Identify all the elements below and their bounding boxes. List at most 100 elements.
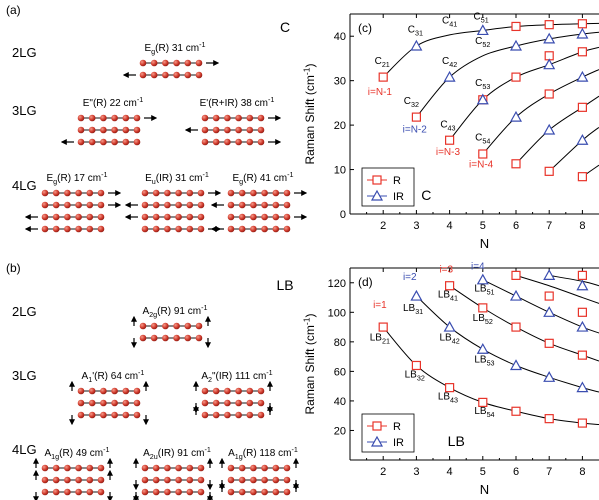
data-point-raman	[544, 20, 554, 30]
fit-curve-2	[416, 31, 599, 118]
atom	[201, 114, 209, 122]
data-point-ir	[576, 320, 589, 332]
index-annotation: i=N-2	[403, 125, 428, 136]
mode-annotation: C54	[475, 133, 490, 146]
data-point-raman	[411, 112, 421, 122]
atom	[100, 126, 107, 134]
atom	[257, 138, 265, 146]
x-axis-title: N	[480, 482, 489, 497]
y-tick-label: 100	[328, 307, 346, 319]
atom	[150, 322, 158, 330]
data-point-raman	[511, 270, 521, 280]
atom	[122, 399, 130, 407]
data-point-ir	[543, 371, 556, 382]
atom	[250, 476, 257, 484]
atom	[64, 476, 71, 484]
panel-label: (c)	[358, 21, 372, 35]
x-axis-title: N	[480, 236, 489, 251]
panel-label: (d)	[358, 275, 373, 289]
data-point-ir	[543, 269, 556, 280]
panel-label: (b)	[6, 261, 21, 275]
data-point-raman	[511, 72, 521, 82]
x-tick-label: 6	[513, 466, 519, 478]
atom	[250, 225, 257, 233]
atom	[86, 464, 94, 472]
data-point-ir	[509, 359, 523, 371]
atom	[250, 488, 257, 496]
index-annotation: i=3	[439, 264, 453, 275]
mode-title: Eg(R) 31 cm-1	[145, 40, 206, 56]
atom	[197, 476, 205, 484]
atom	[97, 225, 105, 233]
atom	[186, 225, 194, 233]
mode-annotation: LB32	[405, 369, 425, 382]
atom	[88, 411, 96, 419]
atom	[100, 411, 107, 419]
mode-annotation: LB21	[370, 332, 390, 345]
data-point-raman	[411, 360, 421, 371]
data-point-ir	[410, 39, 423, 51]
y-tick-label: 80	[334, 337, 346, 349]
atom	[186, 213, 194, 221]
atom	[122, 411, 130, 419]
atom	[164, 464, 171, 472]
atom	[224, 138, 231, 146]
y-axis-title: Raman Shift (cm-1)	[301, 63, 317, 164]
atom	[152, 189, 160, 197]
atom	[250, 213, 257, 221]
data-point-ir	[509, 289, 523, 301]
y-tick-label: 0	[340, 209, 346, 221]
atom	[238, 464, 246, 472]
atom	[175, 225, 182, 233]
row-label-2LG: 2LG	[12, 45, 37, 60]
atom	[186, 464, 194, 472]
atom	[261, 464, 268, 472]
atom	[201, 387, 209, 395]
legend-marker-ir	[370, 435, 384, 447]
atom	[173, 334, 180, 342]
atom	[77, 126, 85, 134]
mode-label: C	[421, 187, 431, 203]
data-point-raman	[478, 149, 488, 159]
atom	[164, 488, 171, 496]
atom	[175, 213, 182, 221]
atom	[139, 71, 147, 79]
x-tick-label: 8	[579, 466, 585, 478]
atom	[133, 114, 141, 122]
mode-annotation: C41	[442, 15, 457, 28]
atom	[164, 201, 171, 209]
mode-annotation: LB41	[438, 290, 458, 303]
y-tick-label: 30	[334, 76, 346, 88]
atom	[41, 225, 49, 233]
atom	[152, 464, 160, 472]
data-point-ir	[543, 32, 556, 44]
atom	[272, 476, 280, 484]
atom	[195, 334, 203, 342]
atom	[238, 488, 246, 496]
atom	[195, 71, 203, 79]
atom	[224, 399, 231, 407]
atom	[97, 488, 105, 496]
atom	[175, 189, 182, 197]
atom	[246, 126, 254, 134]
atom	[164, 213, 171, 221]
atom	[261, 225, 268, 233]
atom	[235, 387, 242, 395]
legend-label-ir: IR	[393, 191, 404, 203]
data-point-raman	[544, 291, 554, 301]
atom	[164, 225, 171, 233]
atom	[75, 476, 82, 484]
mode-title: E"(R) 22 cm-1	[83, 95, 144, 109]
atom	[86, 201, 94, 209]
atom	[111, 411, 118, 419]
data-point-raman	[445, 281, 455, 291]
atom	[173, 71, 180, 79]
atom	[235, 411, 242, 419]
atom	[186, 488, 194, 496]
atom	[139, 59, 147, 67]
x-tick-label: 4	[447, 466, 453, 478]
atom	[97, 464, 105, 472]
mode-title: Eg(R) 41 cm-1	[233, 170, 294, 186]
data-point-raman	[378, 322, 388, 332]
